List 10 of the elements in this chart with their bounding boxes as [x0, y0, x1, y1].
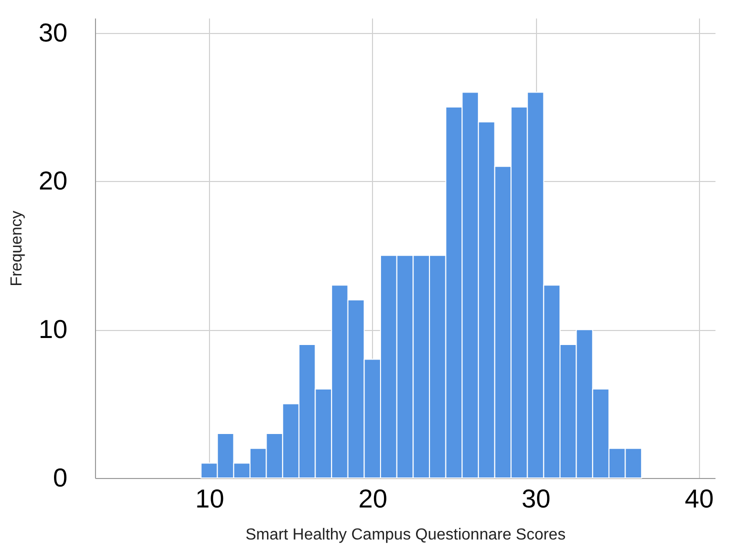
x-tick-label: 40	[684, 484, 714, 514]
x-tick-label: 30	[522, 484, 550, 514]
x-axis-title: Smart Healthy Campus Questionnare Scores	[245, 526, 566, 544]
y-tick-label: 30	[38, 17, 68, 48]
x-tick-label: 10	[195, 484, 224, 514]
y-tick-label: 10	[38, 314, 68, 344]
y-axis-title: Frequency	[8, 210, 26, 286]
y-tick-label: 20	[38, 166, 68, 196]
y-tick-label: 0	[53, 462, 68, 492]
x-tick-label: 20	[358, 484, 388, 514]
